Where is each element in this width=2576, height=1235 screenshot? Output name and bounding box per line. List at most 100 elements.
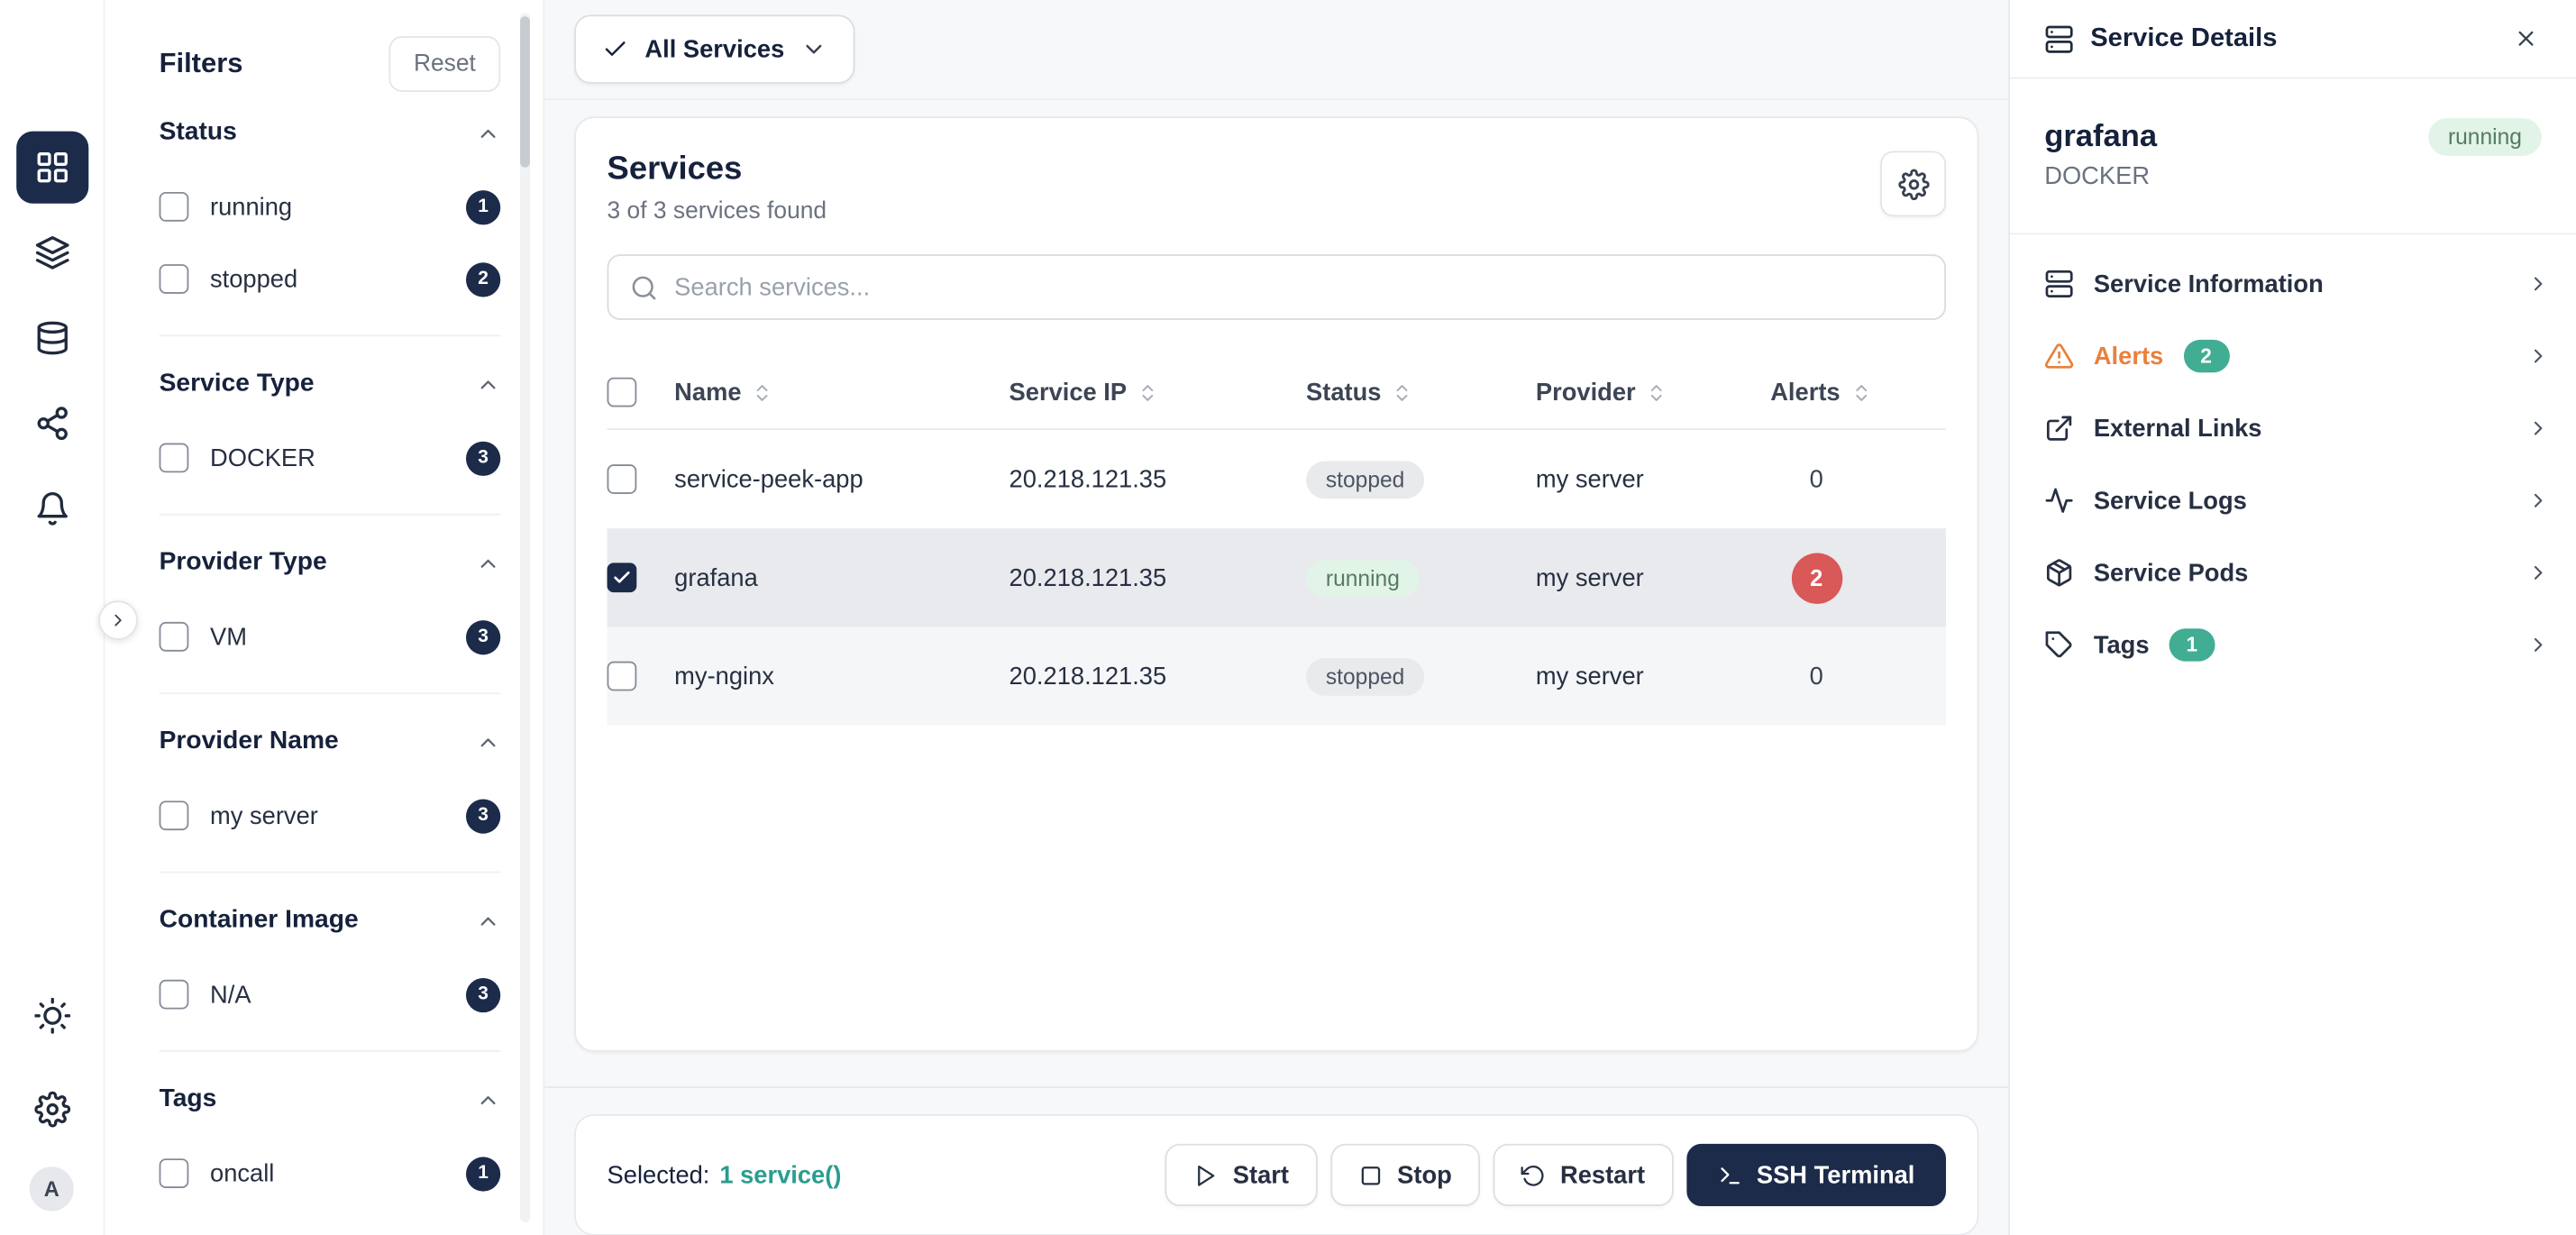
restart-button[interactable]: Restart (1493, 1144, 1673, 1206)
column-header-name[interactable]: Name (674, 379, 1009, 407)
checkbox[interactable] (160, 622, 189, 652)
user-avatar[interactable]: A (30, 1166, 74, 1211)
tags-badge: 1 (2169, 628, 2215, 661)
details-menu: Service Information Alerts 2 External Li… (2010, 234, 2576, 681)
filter-section-title: Container Image (160, 906, 359, 936)
filter-option-vm[interactable]: VM 3 (160, 600, 501, 672)
filters-scrollbar-track (520, 14, 530, 1223)
menu-item-service-pods[interactable]: Service Pods (2044, 536, 2550, 608)
table-settings-button[interactable] (1880, 151, 1946, 216)
checkbox[interactable] (160, 444, 189, 473)
filters-scrollbar-thumb[interactable] (520, 16, 530, 167)
checkbox[interactable] (160, 264, 189, 294)
checkbox[interactable] (160, 192, 189, 222)
server-icon (2044, 270, 2074, 299)
filter-section-header[interactable]: Tags (160, 1084, 501, 1114)
filter-section-header[interactable]: Provider Type (160, 548, 501, 578)
search-input[interactable] (674, 273, 1923, 301)
check-icon (612, 568, 632, 588)
chevron-up-icon (476, 909, 500, 933)
filters-title: Filters (160, 48, 243, 80)
row-checkbox[interactable] (607, 662, 637, 691)
start-button[interactable]: Start (1165, 1144, 1317, 1206)
cell-provider: my server (1536, 663, 1770, 691)
filter-option-stopped[interactable]: stopped 2 (160, 242, 501, 315)
selection-action-bar: Selected:1 service() Start Stop Restart (544, 1086, 2008, 1235)
services-title: Services (607, 151, 827, 188)
chevron-right-icon (2526, 272, 2549, 295)
table-row-grafana[interactable]: grafana 20.218.121.35 running my server … (607, 528, 1946, 627)
filter-count-badge: 1 (466, 1156, 500, 1190)
services-card: Services 3 of 3 services found Name Serv… (574, 116, 1978, 1052)
cell-service-ip: 20.218.121.35 (1009, 663, 1306, 691)
chevron-right-icon (2526, 416, 2549, 439)
column-header-provider[interactable]: Provider (1536, 379, 1770, 407)
filter-section-header[interactable]: Service Type (160, 370, 501, 399)
chevron-right-icon (2526, 489, 2549, 511)
close-panel-button[interactable] (2504, 17, 2546, 59)
status-badge: running (1306, 559, 1420, 597)
menu-item-external-links[interactable]: External Links (2044, 392, 2550, 464)
service-type: DOCKER (2044, 162, 2542, 190)
column-header-service-ip[interactable]: Service IP (1009, 379, 1306, 407)
scope-label: All Services (644, 35, 784, 63)
package-icon (2044, 558, 2074, 588)
search-icon (630, 273, 658, 301)
filter-option-label: DOCKER (210, 444, 315, 471)
filter-section-container-image: Container Image N/A 3 (160, 872, 501, 1050)
checkbox[interactable] (160, 800, 189, 830)
ssh-terminal-button[interactable]: SSH Terminal (1686, 1144, 1946, 1206)
reset-filters-button[interactable]: Reset (389, 36, 501, 92)
column-header-status[interactable]: Status (1306, 379, 1536, 407)
filter-option-oncall[interactable]: oncall 1 (160, 1138, 501, 1210)
collapse-filters-button[interactable] (98, 600, 138, 640)
chevron-right-icon (108, 610, 128, 630)
app-logo[interactable] (27, 36, 77, 86)
checkbox[interactable] (160, 1158, 189, 1188)
filter-section-header[interactable]: Provider Name (160, 727, 501, 756)
checkbox[interactable] (160, 980, 189, 1010)
alerts-count: 0 (1810, 663, 1823, 691)
filter-count-badge: 3 (466, 441, 500, 475)
menu-item-service-logs[interactable]: Service Logs (2044, 464, 2550, 536)
status-badge: stopped (1306, 657, 1424, 695)
service-status-badge: running (2428, 118, 2542, 156)
services-table: Name Service IP Status Provider Alerts s… (607, 356, 1946, 726)
menu-item-tags[interactable]: Tags 1 (2044, 608, 2550, 681)
filter-section-service-type: Service Type DOCKER 3 (160, 334, 501, 513)
nav-item-databases[interactable] (15, 302, 87, 374)
filter-option-running[interactable]: running 1 (160, 170, 501, 242)
services-count-text: 3 of 3 services found (607, 198, 827, 224)
service-scope-dropdown[interactable]: All Services (574, 14, 854, 83)
menu-item-alerts[interactable]: Alerts 2 (2044, 320, 2550, 392)
select-all-checkbox[interactable] (607, 378, 637, 407)
stop-button[interactable]: Stop (1330, 1144, 1480, 1206)
alert-triangle-icon (2044, 342, 2074, 371)
filter-section-header[interactable]: Status (160, 118, 501, 148)
external-link-icon (2044, 414, 2074, 444)
theme-sun-icon (33, 998, 69, 1034)
table-row-my-nginx[interactable]: my-nginx 20.218.121.35 stopped my server… (607, 627, 1946, 725)
nav-item-services[interactable] (15, 216, 87, 288)
filter-option-label: N/A (210, 981, 251, 1009)
nav-item-settings[interactable] (15, 1074, 87, 1146)
theme-toggle[interactable] (15, 980, 87, 1052)
cell-name: grafana (674, 563, 1009, 591)
filter-section-provider-name: Provider Name my server 3 (160, 692, 501, 871)
table-row-service-peek-app[interactable]: service-peek-app 20.218.121.35 stopped m… (607, 430, 1946, 528)
terminal-icon (1717, 1163, 1741, 1187)
menu-item-service-information[interactable]: Service Information (2044, 248, 2550, 320)
nav-rail-bottom: A (15, 980, 87, 1212)
filter-option-na[interactable]: N/A 3 (160, 958, 501, 1030)
nav-item-integrations[interactable] (15, 388, 87, 460)
nav-item-alerts[interactable] (15, 472, 87, 544)
filter-count-badge: 3 (466, 977, 500, 1011)
nav-item-dashboard[interactable] (15, 132, 87, 204)
row-checkbox-checked[interactable] (607, 563, 637, 592)
filter-section-header[interactable]: Container Image (160, 906, 501, 936)
row-checkbox[interactable] (607, 464, 637, 494)
filter-option-docker[interactable]: DOCKER 3 (160, 422, 501, 494)
filter-option-my-server[interactable]: my server 3 (160, 780, 501, 852)
column-header-alerts[interactable]: Alerts (1770, 379, 1946, 407)
cell-name: service-peek-app (674, 465, 1009, 493)
